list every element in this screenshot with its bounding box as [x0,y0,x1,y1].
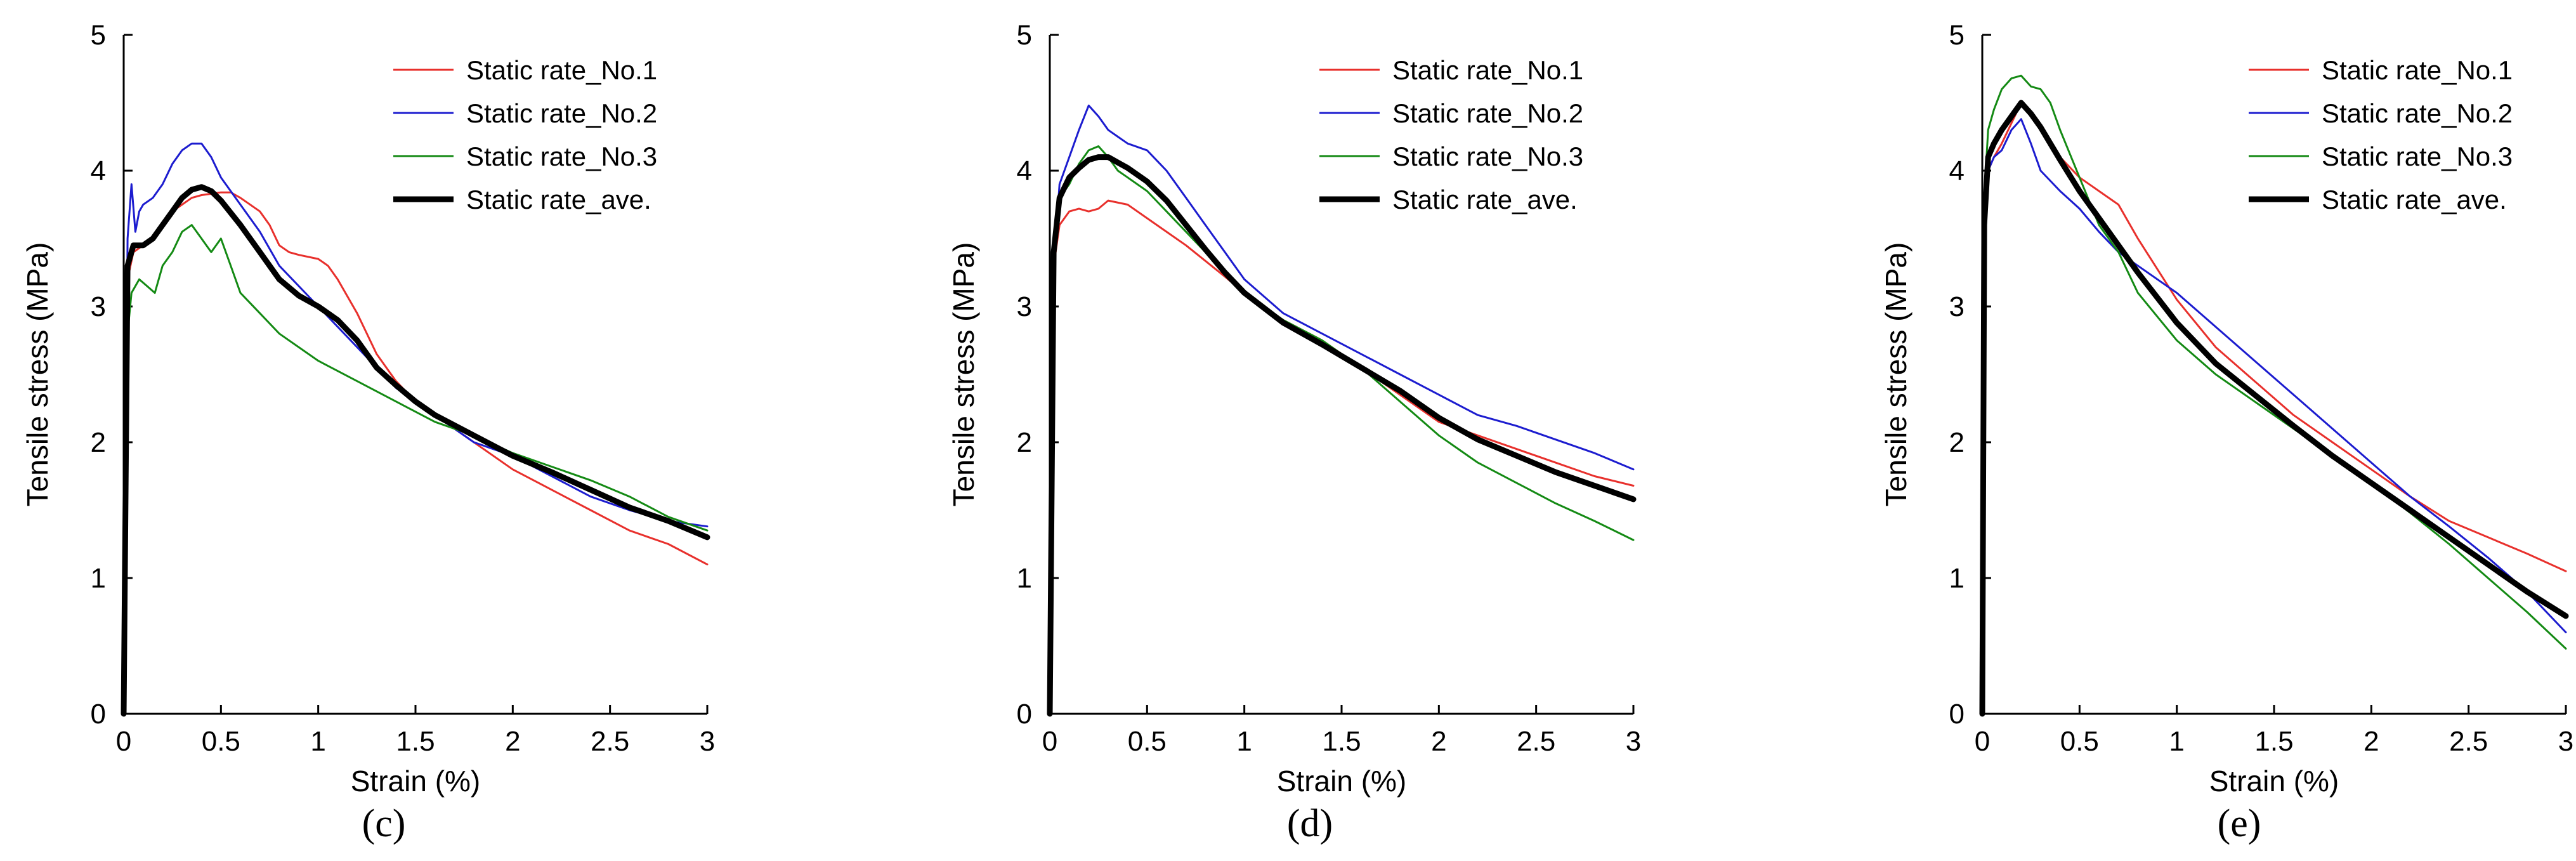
y-tick-label: 0 [1949,699,1965,730]
x-tick-label: 2 [1431,726,1446,757]
legend-label: Static rate_No.1 [466,55,657,85]
y-tick-label: 2 [1949,427,1965,458]
chart-panel: 0 1 2 3 4 5 0 0.5 1 1.5 2 2.5 3 Strain (%) Tensile str… [1880,20,2573,845]
y-tick-label: 4 [1949,155,1965,187]
y-tick-label: 3 [91,291,106,322]
legend-label: Static rate_ave. [466,185,651,214]
series-line-ave [1047,154,1637,717]
legend-label: Static rate_No.3 [2322,141,2513,171]
series-line-no3 [122,224,709,715]
chart-panel: 0 1 2 3 4 5 0 0.5 1 1.5 2 2.5 3 Strain (%) Tensile str… [21,20,715,845]
legend-label: Static rate_No.3 [466,141,657,171]
y-tick-label: 0 [1017,699,1032,730]
y-tick-label: 5 [91,20,106,51]
x-tick-label: 0 [1042,726,1057,757]
legend-label: Static rate_No.3 [1392,141,1583,171]
x-axis-title: Strain (%) [1277,765,1406,798]
y-tick-label: 3 [1017,291,1032,322]
legend-label: Static rate_No.1 [1392,55,1583,85]
y-tick-label: 5 [1017,20,1032,51]
panel-label: (e) [2218,802,2261,845]
x-tick-label: 0.5 [1128,726,1167,757]
legend-label: Static rate_ave. [2322,185,2507,214]
panel-label: (c) [362,802,406,845]
y-tick-label: 4 [1017,155,1032,187]
x-tick-label: 1 [310,726,325,757]
y-tick-label: 2 [1017,427,1032,458]
x-tick-label: 0 [116,726,131,757]
y-axis-title: Tensile stress (MPa) [947,242,980,507]
y-tick-label: 1 [1949,563,1965,594]
x-tick-label: 3 [1626,726,1641,757]
chart-panel: 0 1 2 3 4 5 0 0.5 1 1.5 2 2.5 3 Strain (%) Tensile str… [947,20,1641,845]
x-tick-label: 3 [700,726,715,757]
x-tick-label: 0.5 [2060,726,2099,757]
y-axis-title: Tensile stress (MPa) [1880,242,1912,507]
y-tick-label: 0 [91,699,106,730]
x-tick-label: 1 [2169,726,2184,757]
x-tick-label: 2 [2364,726,2379,757]
x-tick-label: 1 [1236,726,1252,757]
y-tick-label: 4 [91,155,106,187]
x-tick-label: 0 [1975,726,1990,757]
x-tick-label: 2 [505,726,520,757]
legend-label: Static rate_No.2 [466,98,657,128]
legend-label: Static rate_No.2 [1392,98,1583,128]
x-tick-label: 1.5 [396,726,435,757]
y-tick-label: 5 [1949,20,1965,51]
legend-label: Static rate_No.2 [2322,98,2513,128]
x-tick-label: 3 [2558,726,2573,757]
y-tick-label: 1 [91,563,106,594]
x-tick-label: 2.5 [2449,726,2488,757]
y-tick-label: 1 [1017,563,1032,594]
x-axis-title: Strain (%) [2209,765,2339,798]
x-tick-label: 2.5 [591,726,629,757]
x-tick-label: 2.5 [1517,726,1555,757]
panel-label: (d) [1287,802,1333,845]
series-line-ave [1979,100,2569,717]
x-tick-label: 1.5 [1322,726,1361,757]
x-axis-title: Strain (%) [351,765,480,798]
x-tick-label: 0.5 [202,726,240,757]
legend-label: Static rate_No.1 [2322,55,2513,85]
y-tick-label: 2 [91,427,106,458]
y-tick-label: 3 [1949,291,1965,322]
legend-label: Static rate_ave. [1392,185,1578,214]
panels-group: 0 1 2 3 4 5 0 0.5 1 1.5 2 2.5 3 Strain (%) Tensile str… [21,20,2573,845]
series-line-ave [121,184,710,717]
y-axis-title: Tensile stress (MPa) [21,242,54,507]
x-tick-label: 1.5 [2254,726,2293,757]
series-line-no2 [1049,104,1635,715]
